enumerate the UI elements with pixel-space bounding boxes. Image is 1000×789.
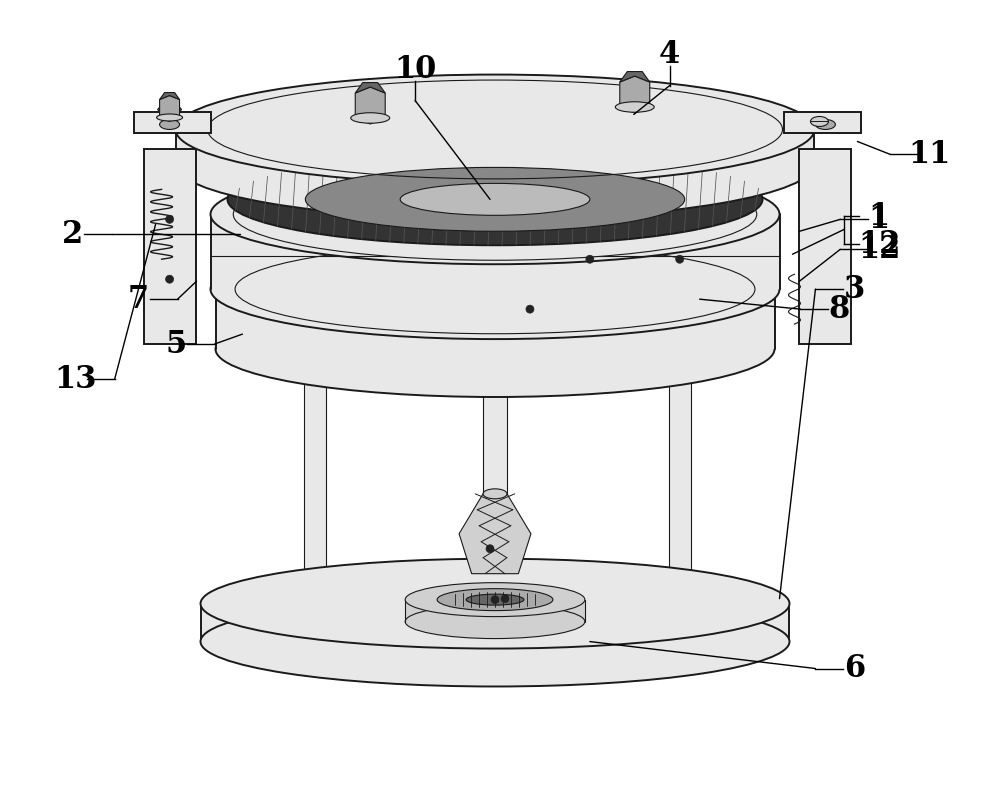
- Text: 13: 13: [54, 364, 97, 394]
- Polygon shape: [201, 604, 789, 641]
- Text: 10: 10: [394, 54, 436, 85]
- Polygon shape: [211, 215, 780, 290]
- Ellipse shape: [676, 256, 684, 264]
- Polygon shape: [483, 334, 507, 604]
- Polygon shape: [784, 113, 861, 133]
- Ellipse shape: [586, 256, 594, 264]
- Text: 3: 3: [844, 274, 865, 305]
- Polygon shape: [216, 290, 775, 349]
- Polygon shape: [620, 72, 650, 82]
- Ellipse shape: [211, 164, 780, 264]
- Ellipse shape: [176, 75, 814, 185]
- Polygon shape: [134, 113, 211, 133]
- Ellipse shape: [615, 102, 654, 112]
- Text: 8: 8: [829, 294, 850, 324]
- Ellipse shape: [526, 305, 534, 313]
- Ellipse shape: [157, 114, 183, 121]
- Polygon shape: [176, 129, 814, 164]
- Ellipse shape: [810, 117, 828, 126]
- Text: 1: 1: [869, 201, 890, 232]
- Polygon shape: [405, 600, 585, 622]
- Polygon shape: [669, 349, 691, 604]
- Text: 12: 12: [858, 234, 901, 265]
- Text: 12: 12: [858, 229, 901, 260]
- Ellipse shape: [201, 559, 789, 649]
- Ellipse shape: [501, 595, 509, 603]
- Ellipse shape: [815, 119, 835, 129]
- Ellipse shape: [216, 301, 775, 397]
- Ellipse shape: [305, 167, 685, 231]
- Polygon shape: [620, 76, 650, 113]
- Ellipse shape: [483, 489, 507, 499]
- Polygon shape: [160, 92, 180, 99]
- Ellipse shape: [176, 110, 814, 219]
- Ellipse shape: [166, 215, 174, 223]
- Polygon shape: [459, 494, 531, 574]
- Polygon shape: [144, 149, 196, 344]
- Ellipse shape: [466, 594, 524, 605]
- Ellipse shape: [216, 241, 775, 337]
- Text: 2: 2: [62, 219, 83, 250]
- Ellipse shape: [491, 596, 499, 604]
- Polygon shape: [158, 103, 182, 117]
- Polygon shape: [355, 87, 385, 124]
- Text: 1: 1: [869, 204, 890, 235]
- Text: 7: 7: [128, 284, 149, 315]
- Polygon shape: [355, 83, 385, 93]
- Polygon shape: [799, 149, 851, 344]
- Ellipse shape: [405, 604, 585, 638]
- Text: 4: 4: [659, 39, 680, 70]
- Polygon shape: [304, 349, 326, 604]
- Text: 5: 5: [165, 328, 186, 360]
- Text: 6: 6: [844, 653, 865, 684]
- Ellipse shape: [201, 596, 789, 686]
- Ellipse shape: [486, 544, 494, 553]
- Ellipse shape: [400, 183, 590, 215]
- Ellipse shape: [211, 239, 780, 339]
- Ellipse shape: [233, 168, 757, 260]
- Ellipse shape: [405, 582, 585, 617]
- Text: 11: 11: [908, 139, 950, 170]
- Ellipse shape: [351, 113, 390, 123]
- Ellipse shape: [437, 589, 553, 611]
- Ellipse shape: [166, 275, 174, 283]
- Ellipse shape: [227, 153, 763, 245]
- Ellipse shape: [160, 119, 180, 129]
- Polygon shape: [160, 95, 180, 122]
